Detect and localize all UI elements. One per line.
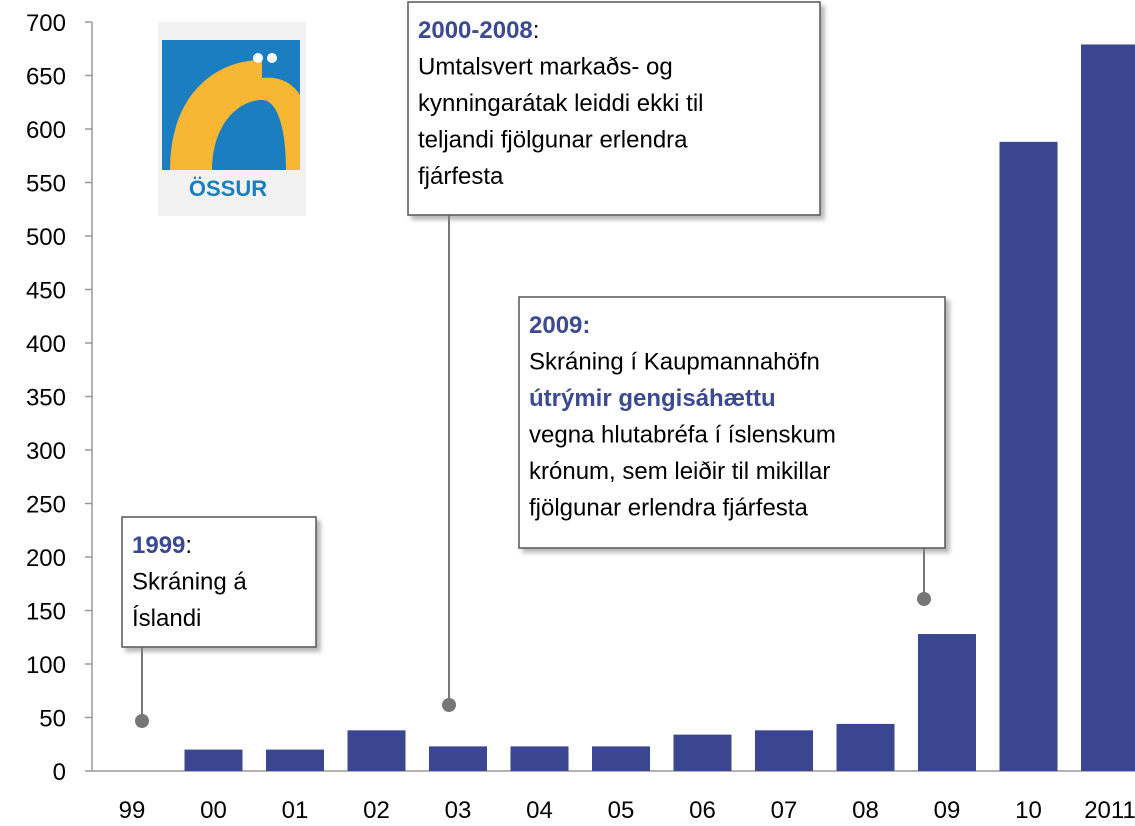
- annotation-text: fjárfesta: [418, 163, 504, 190]
- annotation-text: kynningarátak leiddi ekki til: [418, 90, 703, 117]
- x-tick-label: 2011: [1084, 797, 1135, 824]
- annotation-text: Skráning í Kaupmannahöfn: [529, 349, 820, 376]
- y-tick-label: 650: [26, 64, 66, 91]
- x-tick-label: 05: [608, 797, 635, 824]
- logo-arch-right: [262, 77, 300, 170]
- annotation-text: 2000-2008: [418, 17, 533, 44]
- annotation-line: vegna hlutabréfa í íslenskum: [529, 422, 836, 449]
- annotation-text: 1999: [132, 532, 185, 559]
- x-tick-label: 01: [282, 797, 309, 824]
- annotation-line: Umtalsvert markaðs- og: [418, 54, 673, 81]
- x-tick-label: 06: [689, 797, 716, 824]
- x-tick-label: 00: [200, 797, 227, 824]
- annotation-line: kynningarátak leiddi ekki til: [418, 90, 703, 117]
- annotation-text: :: [185, 532, 192, 559]
- bar: [347, 730, 406, 771]
- logo-dot: [253, 53, 263, 63]
- y-tick-label: 200: [26, 545, 66, 572]
- bar: [266, 749, 324, 771]
- annotation-box: [518, 296, 946, 549]
- x-tick-label: 02: [363, 797, 390, 824]
- bar: [918, 634, 976, 771]
- annotation-dot: [135, 714, 149, 728]
- annotation-line: Skráning í Kaupmannahöfn: [529, 349, 820, 376]
- annotation-line: fjárfesta: [418, 163, 504, 190]
- bar: [429, 746, 487, 771]
- annotation-text: fjölgunar erlendra fjárfesta: [529, 495, 808, 522]
- annotation-box: [407, 1, 821, 216]
- annotation-box: [121, 516, 317, 648]
- annotation: 2009: Skráning í Kaupmannahöfn útrýmir gen…: [518, 296, 946, 606]
- y-tick-label: 400: [26, 331, 66, 358]
- annotation-text: krónum, sem leiðir til mikillar: [529, 458, 830, 485]
- logo-arch: [170, 60, 262, 170]
- x-tick-label: 10: [1015, 797, 1042, 824]
- annotation-text: vegna hlutabréfa í íslenskum: [529, 422, 836, 449]
- annotation-text: Skráning á: [132, 569, 247, 596]
- annotation-text: Íslandi: [132, 605, 201, 632]
- bar: [510, 746, 569, 771]
- annotation-line: 2000-2008:: [418, 17, 539, 44]
- x-tick-label: 08: [852, 797, 879, 824]
- y-tick-label: 600: [26, 117, 66, 144]
- y-tick-label: 50: [39, 706, 66, 733]
- annotation-line: 2009:: [529, 312, 590, 339]
- annotation-line: 1999:: [132, 532, 192, 559]
- annotation-text: teljandi fjölgunar erlendra: [418, 127, 688, 154]
- annotation-line: Skráning á: [132, 569, 247, 596]
- y-tick-label: 450: [26, 278, 66, 305]
- y-tick-label: 350: [26, 385, 66, 412]
- x-tick-label: 09: [934, 797, 961, 824]
- annotation-text: útrýmir gengisáhættu: [529, 385, 776, 412]
- annotation-line: útrýmir gengisáhættu: [529, 385, 776, 412]
- annotation: 1999: Skráning á Íslandi: [121, 516, 317, 728]
- annotation-line: teljandi fjölgunar erlendra: [418, 127, 688, 154]
- bar: [755, 730, 813, 771]
- annotation-line: krónum, sem leiðir til mikillar: [529, 458, 830, 485]
- bar: [673, 734, 732, 771]
- y-tick-label: 250: [26, 492, 66, 519]
- logo: ÖSSUR: [158, 22, 306, 216]
- annotation-dot: [917, 592, 931, 606]
- y-tick-label: 500: [26, 224, 66, 251]
- annotation: 2000-2008: Umtalsvert markaðs- og kynninga…: [407, 1, 821, 712]
- x-tick-label: 07: [771, 797, 798, 824]
- y-tick-label: 550: [26, 171, 66, 198]
- y-tick-label: 300: [26, 438, 66, 465]
- annotation-dot: [442, 698, 456, 712]
- bar: [999, 141, 1058, 772]
- x-tick-label: 99: [119, 797, 146, 824]
- bar: [184, 749, 243, 771]
- annotation-line: Íslandi: [132, 605, 201, 632]
- bar: [836, 723, 895, 771]
- y-tick-label: 150: [26, 599, 66, 626]
- x-tick-label: 04: [526, 797, 553, 824]
- bar: [1081, 44, 1135, 772]
- logo-dot: [267, 53, 277, 63]
- logo-text: ÖSSUR: [189, 176, 267, 201]
- annotation-text: 2009:: [529, 312, 590, 339]
- bar: [592, 746, 650, 771]
- x-tick-label: 03: [445, 797, 472, 824]
- y-tick-label: 100: [26, 652, 66, 679]
- y-tick-label: 0: [53, 759, 66, 786]
- y-tick-label: 700: [26, 10, 66, 37]
- annotation-text: :: [533, 17, 540, 44]
- annotation-line: fjölgunar erlendra fjárfesta: [529, 495, 808, 522]
- annotation-text: Umtalsvert markaðs- og: [418, 54, 673, 81]
